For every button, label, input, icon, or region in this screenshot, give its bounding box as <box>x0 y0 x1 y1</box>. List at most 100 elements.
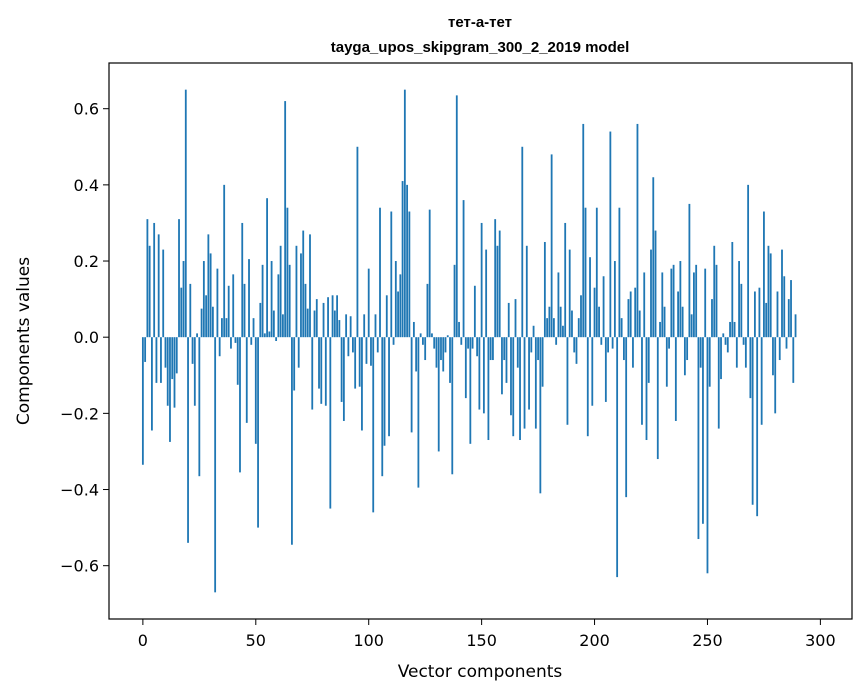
bar-component-85 <box>333 310 336 338</box>
bar-component-233 <box>668 337 670 349</box>
bar-component-171 <box>528 337 530 410</box>
bar-component-141 <box>460 337 463 345</box>
bar-component-227 <box>654 230 657 338</box>
bar-component-122 <box>417 337 420 488</box>
bar-component-268 <box>747 184 750 338</box>
bar-component-217 <box>632 337 634 368</box>
bar-component-129 <box>433 337 436 349</box>
bar-component-80 <box>322 302 325 338</box>
bar-component-59 <box>275 337 278 341</box>
bar-component-137 <box>451 337 454 475</box>
bar-component-224 <box>647 337 650 383</box>
bar-component-182 <box>552 318 555 338</box>
bar-component-197 <box>586 337 589 437</box>
bar-component-177 <box>541 337 544 387</box>
bar-component-214 <box>625 337 628 498</box>
bar-component-248 <box>702 337 704 524</box>
bar-component-26 <box>200 308 203 338</box>
plot-frame <box>108 62 853 620</box>
bar-component-7 <box>157 234 160 338</box>
bar-component-43 <box>239 337 241 473</box>
bar-component-200 <box>593 287 596 338</box>
bar-component-20 <box>187 337 189 543</box>
bar-component-276 <box>765 302 768 338</box>
bar-component-120 <box>412 321 415 338</box>
bar-component-164 <box>512 337 515 437</box>
bar-component-12 <box>169 337 171 442</box>
bar-component-266 <box>742 337 745 345</box>
y-tick-label-3: 0.0 <box>74 328 99 347</box>
bar-component-140 <box>458 321 460 338</box>
bar-component-97 <box>361 337 363 431</box>
bar-component-190 <box>571 310 573 338</box>
bar-component-277 <box>767 245 770 338</box>
bar-component-241 <box>686 337 689 361</box>
bar-component-169 <box>523 337 526 429</box>
bar-component-76 <box>313 310 316 338</box>
bar-component-186 <box>562 325 564 338</box>
bar-component-42 <box>236 337 239 385</box>
bar-component-239 <box>681 306 684 338</box>
bar-component-54 <box>263 333 266 338</box>
bar-component-127 <box>428 209 431 338</box>
chart-title: тет-а-тет <box>448 14 512 31</box>
bar-component-132 <box>440 337 442 361</box>
bar-component-183 <box>555 337 558 345</box>
bar-component-37 <box>225 318 228 338</box>
bar-component-286 <box>787 299 790 338</box>
bar-component-74 <box>309 234 311 338</box>
bar-component-257 <box>722 333 725 338</box>
bar-component-167 <box>519 337 521 441</box>
bar-component-259 <box>726 337 729 353</box>
bar-component-87 <box>338 320 341 338</box>
bar-component-247 <box>699 337 702 368</box>
bar-component-148 <box>476 337 479 357</box>
bar-component-162 <box>507 302 510 338</box>
bar-component-157 <box>496 245 499 338</box>
bar-component-32 <box>214 337 217 593</box>
bar-component-179 <box>546 318 549 338</box>
bar-component-254 <box>715 264 718 338</box>
bar-component-5 <box>153 222 156 338</box>
bar-component-136 <box>449 337 451 383</box>
bar-component-194 <box>580 295 582 338</box>
bar-component-212 <box>620 318 623 338</box>
bar-component-40 <box>232 274 235 338</box>
bar-component-154 <box>489 337 492 361</box>
bar-component-68 <box>295 245 298 338</box>
bar-component-35 <box>221 318 223 338</box>
bar-component-275 <box>763 211 765 338</box>
bar-component-0 <box>141 337 144 465</box>
bar-component-86 <box>336 295 338 338</box>
bar-component-109 <box>388 337 390 437</box>
bar-component-102 <box>372 337 375 513</box>
bar-component-184 <box>557 272 560 338</box>
bar-component-47 <box>248 259 250 338</box>
bar-component-13 <box>171 337 174 380</box>
bar-component-84 <box>331 295 334 338</box>
bar-component-264 <box>738 261 740 338</box>
bar-component-100 <box>367 268 370 338</box>
bar-component-193 <box>577 318 580 338</box>
bar-component-250 <box>706 337 709 574</box>
bar-component-27 <box>202 261 205 338</box>
bar-component-82 <box>327 297 329 338</box>
bar-component-2 <box>146 219 149 338</box>
bar-component-33 <box>216 268 219 338</box>
bar-component-115 <box>401 181 404 338</box>
bar-component-273 <box>758 287 761 338</box>
y-tick-label-1: −0.4 <box>60 481 99 500</box>
bar-component-29 <box>207 234 210 338</box>
bar-component-280 <box>774 337 777 414</box>
bar-component-112 <box>394 261 397 338</box>
x-tick-label-150: 150 <box>466 631 497 650</box>
bar-component-77 <box>315 299 318 338</box>
bar-component-14 <box>173 337 176 408</box>
bar-component-238 <box>679 261 682 338</box>
bar-component-78 <box>318 337 320 389</box>
bar-component-4 <box>151 337 153 431</box>
bar-component-16 <box>178 219 180 338</box>
bar-component-1 <box>144 337 147 362</box>
x-tick-label-0: 0 <box>138 631 148 650</box>
bar-component-272 <box>756 337 759 517</box>
